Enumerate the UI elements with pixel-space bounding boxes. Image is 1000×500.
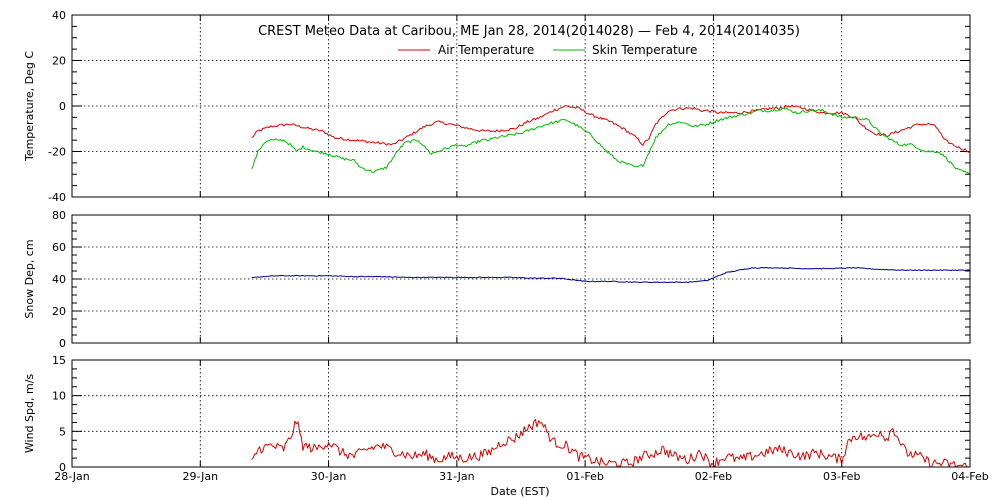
plot-frame [71,14,971,198]
y-tick-label: 20 [52,55,66,68]
x-axis-title: Date (EST) [490,485,549,498]
y-tick-label: 10 [52,390,66,403]
skin-temperature-line [251,107,971,175]
legend: Air Temperature Skin Temperature [398,43,697,57]
wind-speed-line [251,418,970,468]
x-tick-label: 04-Feb [951,470,988,483]
panel-1: -40 -20 0 20 40 Temperature, Deg C [23,9,971,204]
y-tick-label: 15 [52,354,66,367]
y-tick-label: 0 [59,461,66,474]
chart-title: CREST Meteo Data at Caribou, ME Jan 28, … [258,24,800,39]
x-tick-label: 28-Jan [54,470,90,483]
snow-depth-line [251,267,971,284]
x-tick-label: 31-Jan [439,470,475,483]
y-axis-title: Temperature, Deg C [23,51,36,162]
x-tick-label: 03-Feb [823,470,860,483]
air-temperature-line [251,104,971,153]
y-tick-label: 40 [52,9,66,22]
y-tick-label: 5 [59,425,66,438]
legend-label-air-temperature: Air Temperature [438,43,534,57]
legend-label-skin-temperature: Skin Temperature [592,43,697,57]
panel-3: 0 5 10 15 Wind Spd, m/s [23,354,971,474]
plot-frame [71,214,971,344]
y-tick-label: 80 [52,209,66,222]
plot-frame [71,359,971,468]
x-tick-label: 02-Feb [695,470,732,483]
y-tick-label: 60 [52,241,66,254]
x-tick-label: 29-Jan [183,470,219,483]
y-tick-label: -20 [48,146,66,159]
y-axis-title: Wind Spd, m/s [23,374,36,454]
y-tick-label: 0 [59,100,66,113]
panel-2: 0 20 40 60 80 Snow Dep, cm [23,209,971,350]
y-tick-label: 40 [52,273,66,286]
x-tick-label: 01-Feb [566,470,603,483]
y-axis-title: Snow Dep, cm [23,239,36,318]
y-tick-label: 0 [59,337,66,350]
x-tick-label: 30-Jan [311,470,347,483]
y-tick-label: 20 [52,305,66,318]
y-tick-label: -40 [48,191,66,204]
